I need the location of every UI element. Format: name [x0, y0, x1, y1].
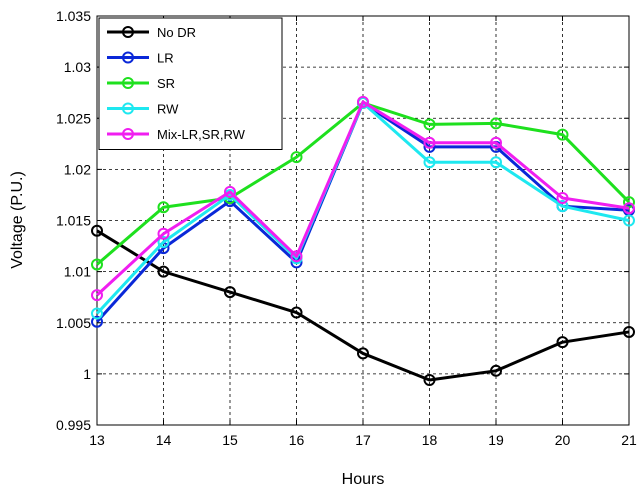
series-mix-lr-sr-rw [91, 95, 635, 302]
data-point-no-dr [157, 265, 170, 278]
legend: No DR LR SR RW Mix-LR,SR,RW [98, 17, 283, 150]
legend-label: LR [157, 51, 174, 66]
y-tick-label: 1.03 [64, 59, 91, 75]
data-point-no-dr [623, 325, 635, 338]
data-point-mix-lr-sr-rw [91, 289, 103, 302]
series-no-dr [91, 224, 635, 387]
axes: 13 14 15 16 17 18 19 20 21 0.995 1 1.005 1.01 1.015 1.… [56, 8, 637, 448]
data-point-no-dr [91, 224, 103, 237]
data-point-sr [290, 151, 303, 164]
data-point-no-dr [490, 364, 502, 377]
data-point-rw [157, 235, 170, 248]
legend-label: RW [157, 102, 179, 117]
y-tick-label: 1.015 [56, 213, 91, 229]
legend-label: No DR [157, 25, 196, 40]
data-point-sr [157, 201, 170, 214]
data-point-no-dr [556, 336, 569, 349]
legend-item: SR [107, 76, 175, 91]
data-point-no-dr [357, 347, 369, 360]
data-point-lr [91, 315, 103, 328]
x-tick-label: 17 [355, 432, 371, 448]
x-tick-label: 13 [89, 432, 105, 448]
y-tick-label: 0.995 [56, 417, 91, 433]
data-point-rw [623, 214, 635, 227]
series-group [91, 95, 635, 387]
legend-label: SR [157, 76, 175, 91]
x-tick-label: 19 [488, 432, 504, 448]
data-point-mix-lr-sr-rw [490, 136, 502, 149]
x-tick-label: 15 [222, 432, 238, 448]
data-point-mix-lr-sr-rw [423, 136, 436, 149]
data-point-mix-lr-sr-rw [357, 95, 369, 108]
data-point-sr [91, 258, 103, 271]
data-point-mix-lr-sr-rw [224, 185, 236, 198]
y-tick-label: 1 [83, 366, 91, 382]
data-point-no-dr [224, 286, 236, 299]
y-tick-label: 1.01 [64, 264, 91, 280]
y-tick-label: 1.025 [56, 110, 91, 126]
legend-swatch-marker [122, 77, 134, 89]
data-point-sr [556, 128, 569, 141]
legend-swatch-marker [122, 26, 134, 38]
grid [97, 16, 629, 425]
legend-item: No DR [107, 25, 196, 40]
data-point-mix-lr-sr-rw [290, 250, 303, 263]
data-point-mix-lr-sr-rw [623, 202, 635, 215]
data-point-no-dr [290, 306, 303, 319]
data-point-mix-lr-sr-rw [157, 227, 170, 240]
x-axis-label: Hours [342, 471, 385, 488]
y-axis-label: Voltage (P.U.) [9, 171, 26, 269]
data-point-sr [490, 117, 502, 130]
legend-swatch-marker [122, 128, 134, 140]
x-tick-label: 14 [156, 432, 172, 448]
data-point-rw [490, 156, 502, 169]
legend-swatch-marker [122, 51, 134, 64]
y-tick-label: 1.02 [64, 161, 91, 177]
legend-swatch-marker [122, 102, 134, 115]
x-tick-label: 20 [555, 432, 571, 448]
data-point-mix-lr-sr-rw [556, 192, 569, 205]
y-tick-label: 1.005 [56, 315, 91, 331]
data-point-rw [91, 307, 103, 320]
data-point-no-dr [423, 374, 436, 387]
x-tick-label: 16 [289, 432, 305, 448]
data-point-rw [423, 156, 436, 169]
legend-item: LR [107, 51, 174, 66]
series-line-no-dr [96, 229, 630, 382]
legend-item: RW [107, 102, 179, 117]
legend-item: Mix-LR,SR,RW [107, 127, 246, 142]
x-tick-label: 18 [422, 432, 438, 448]
series-line-mix-lr-sr-rw [95, 100, 630, 297]
y-tick-label: 1.035 [56, 8, 91, 24]
data-point-sr [423, 118, 436, 131]
legend-label: Mix-LR,SR,RW [157, 127, 246, 142]
data-point-rw [556, 200, 569, 213]
x-tick-label: 21 [621, 432, 637, 448]
